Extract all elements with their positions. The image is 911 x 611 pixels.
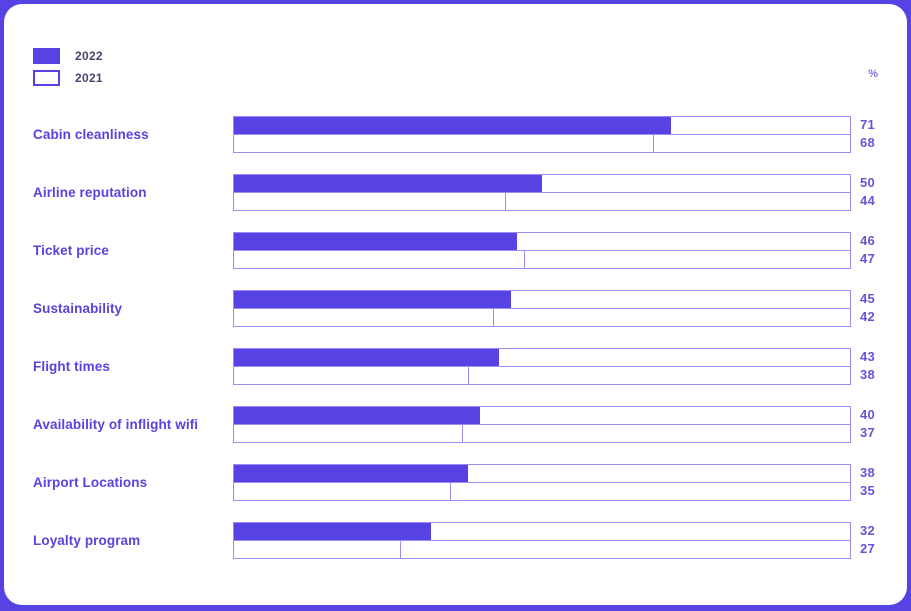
bar-marker-2021[interactable]: [468, 367, 470, 384]
bar-marker-2021[interactable]: [492, 309, 494, 326]
value-2021: 42: [860, 309, 876, 324]
bar-fill-2022[interactable]: [234, 117, 672, 134]
value-2021: 37: [860, 425, 876, 440]
category-label: Ticket price: [33, 243, 109, 258]
bar-track-pair[interactable]: [233, 290, 851, 327]
bar-track-pair[interactable]: [233, 464, 851, 501]
bar-track-pair[interactable]: [233, 116, 851, 153]
category-label: Airport Locations: [33, 475, 148, 490]
category-label: Airline reputation: [33, 185, 147, 200]
bar-row: Cabin cleanliness 71 68: [4, 116, 907, 153]
legend-swatch-2022-filled: [33, 47, 60, 64]
chart-card: 2022 2021 % Cabin cleanliness 71 68 Airl…: [4, 4, 907, 605]
bar-row: Airline reputation 50 44: [4, 174, 907, 211]
bar-marker-2021[interactable]: [523, 251, 525, 268]
category-label: Flight times: [33, 359, 110, 374]
legend-swatch-2021-outlined: [33, 69, 60, 86]
value-2021: 27: [860, 541, 876, 556]
value-labels: 46 47: [860, 232, 875, 268]
value-2021: 68: [860, 135, 876, 150]
bar-fill-2022[interactable]: [234, 291, 512, 308]
value-2022: 40: [860, 407, 876, 422]
bar-marker-2021[interactable]: [449, 483, 451, 500]
value-labels: 32 27: [860, 522, 875, 558]
legend-label-2021: 2021: [75, 70, 103, 85]
bar-fill-2022[interactable]: [234, 523, 432, 540]
value-2021: 35: [860, 483, 876, 498]
bar-row: Loyalty program 32 27: [4, 522, 907, 559]
bar-row: Ticket price 46 47: [4, 232, 907, 269]
bar-row: Availability of inflight wifi 40 37: [4, 406, 907, 443]
value-2022: 46: [860, 233, 876, 248]
value-2022: 38: [860, 465, 876, 480]
bar-row: Flight times 43 38: [4, 348, 907, 385]
bar-fill-2022[interactable]: [234, 175, 542, 192]
category-label: Loyalty program: [33, 533, 141, 548]
bar-track-pair[interactable]: [233, 522, 851, 559]
value-labels: 43 38: [860, 348, 875, 384]
legend-item-2021[interactable]: 2021: [33, 69, 103, 86]
value-2021: 47: [860, 251, 876, 266]
bar-pair-divider: [234, 250, 850, 251]
category-label: Cabin cleanliness: [33, 127, 149, 142]
value-2022: 43: [860, 349, 876, 364]
legend-item-2022[interactable]: 2022: [33, 47, 103, 64]
value-labels: 71 68: [860, 116, 875, 152]
bar-track-pair[interactable]: [233, 406, 851, 443]
value-2022: 45: [860, 291, 876, 306]
value-labels: 38 35: [860, 464, 875, 500]
value-2021: 44: [860, 193, 876, 208]
bar-pair-divider: [234, 424, 850, 425]
category-label: Sustainability: [33, 301, 123, 316]
bar-fill-2022[interactable]: [234, 349, 499, 366]
value-labels: 50 44: [860, 174, 875, 210]
bar-track-pair[interactable]: [233, 232, 851, 269]
bar-pair-divider: [234, 308, 850, 309]
bar-pair-divider: [234, 482, 850, 483]
bar-marker-2021[interactable]: [400, 541, 402, 558]
category-label: Availability of inflight wifi: [33, 417, 199, 432]
legend-label-2022: 2022: [75, 48, 103, 63]
bar-fill-2022[interactable]: [234, 407, 481, 424]
bar-marker-2021[interactable]: [461, 425, 463, 442]
value-labels: 40 37: [860, 406, 875, 442]
value-2022: 32: [860, 523, 876, 538]
legend: 2022 2021: [33, 47, 103, 91]
bar-marker-2021[interactable]: [505, 193, 507, 210]
bar-pair-divider: [234, 366, 850, 367]
bar-track-pair[interactable]: [233, 348, 851, 385]
bar-pair-divider: [234, 134, 850, 135]
bar-row: Sustainability 45 42: [4, 290, 907, 327]
bar-pair-divider: [234, 540, 850, 541]
bar-track-pair[interactable]: [233, 174, 851, 211]
bar-fill-2022[interactable]: [234, 465, 469, 482]
bar-pair-divider: [234, 192, 850, 193]
bar-fill-2022[interactable]: [234, 233, 518, 250]
bar-rows: Cabin cleanliness 71 68 Airline reputati…: [4, 116, 907, 580]
value-2021: 38: [860, 367, 876, 382]
value-2022: 71: [860, 117, 876, 132]
value-labels: 45 42: [860, 290, 875, 326]
bar-marker-2021[interactable]: [652, 135, 654, 152]
bar-row: Airport Locations 38 35: [4, 464, 907, 501]
value-2022: 50: [860, 175, 876, 190]
unit-label: %: [868, 68, 878, 80]
